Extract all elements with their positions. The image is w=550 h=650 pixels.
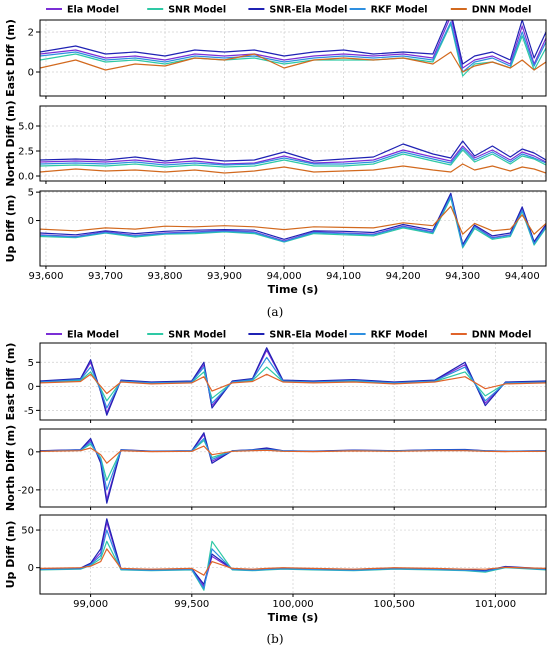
y-tick-label: 5 [28,188,34,199]
series-line-4 [40,529,546,590]
x-axis-label: Time (s) [268,611,319,624]
x-tick-label: 99,000 [73,599,108,610]
x-tick-label: 93,700 [88,271,123,282]
y-tick-label: 0 [28,68,34,79]
legend-label: Ela Model [67,5,119,16]
x-tick-label: 99,500 [174,599,209,610]
panel-3: 5 0 Up Diff (m) [4,188,547,269]
series-line-3 [40,347,546,416]
y-tick-label: 50 [21,526,34,537]
panel-frame [39,190,547,267]
caption: (a) [267,305,284,319]
y-tick-label: 5 [28,358,34,369]
y-axis-label: North Diff (m) [4,425,17,511]
chart-1: Ela Model SNR Model SNR-Ela Model RKF Model… [4,5,547,319]
y-tick-label: 2 [28,28,34,39]
series-group [40,20,546,77]
y-axis-label: East Diff (m) [4,19,17,97]
legend: Ela Model SNR Model SNR-Ela Model RKF Model… [46,330,531,341]
y-axis-label: North Diff (m) [4,100,17,186]
x-tick-label: 93,600 [28,271,63,282]
x-axis-label: Time (s) [268,283,319,296]
x-tick-label: 94,400 [505,271,540,282]
panel-1: 2 0 East Diff (m) [4,19,547,99]
y-tick-label: -20 [18,485,34,496]
legend-label: Ela Model [67,330,119,341]
x-tick-label: 94,100 [326,271,361,282]
y-tick-label: 2.5 [18,147,34,158]
legend-label: SNR Model [168,330,226,341]
series-line-3 [40,432,546,504]
legend-label: SNR-Ela Model [269,5,347,16]
series-line-3 [40,140,546,162]
x-tick-label: 94,200 [386,271,421,282]
series-line-5 [40,445,546,464]
series-line-4 [40,147,546,166]
series-group [40,347,546,416]
series-line-2 [40,197,546,249]
series-line-4 [40,195,546,248]
y-axis-label: East Diff (m) [4,343,17,421]
legend-label: DNN Model [472,5,532,16]
series-line-3 [40,192,546,245]
series-line-4 [40,356,546,409]
panel-1: 5 0 -5 East Diff (m) [4,342,547,423]
series-line-4 [40,21,546,73]
legend-label: RKF Model [371,5,428,16]
caption: (b) [266,632,283,646]
legend: Ela Model SNR Model SNR-Ela Model RKF Model… [46,5,531,16]
x-tick-label: 101,000 [475,599,516,610]
series-line-5 [40,205,546,235]
x-tick-label: 94,300 [445,271,480,282]
series-line-1 [40,20,546,69]
x-tick-label: 100,500 [374,599,415,610]
y-tick-label: 0 [28,447,34,458]
series-line-1 [40,145,546,165]
legend-label: SNR Model [168,5,226,16]
series-group [40,518,546,591]
x-tick-label: 93,800 [148,271,183,282]
series-line-5 [40,51,546,73]
legend-label: RKF Model [371,330,428,341]
y-tick-label: 0 [28,216,34,227]
series-line-3 [40,20,546,65]
x-tick-label: 94,000 [267,271,302,282]
y-tick-label: 5.0 [18,122,34,133]
series-line-2 [40,366,546,402]
series-group [40,432,546,504]
y-tick-label: -5 [24,406,34,417]
panel-3: 50 0 Up Diff (m) [4,514,547,597]
y-axis-label: Up Diff (m) [4,195,17,263]
series-group [40,140,546,174]
series-line-2 [40,149,546,168]
panel-frame [39,19,547,97]
x-tick-label: 93,900 [207,271,242,282]
y-tick-label: 0 [28,563,34,574]
x-tick-label: 100,000 [272,599,313,610]
panel-frame [39,105,547,182]
series-line-5 [40,373,546,395]
y-tick-label: 0.0 [18,172,34,183]
series-group [40,192,546,249]
y-tick-label: 0 [28,382,34,393]
series-line-5 [40,163,546,174]
legend-label: SNR-Ela Model [269,330,347,341]
chart-2: Ela Model SNR Model SNR-Ela Model RKF Model… [4,330,547,646]
series-line-5 [40,548,546,576]
legend-label: DNN Model [472,330,532,341]
y-axis-label: Up Diff (m) [4,521,17,589]
